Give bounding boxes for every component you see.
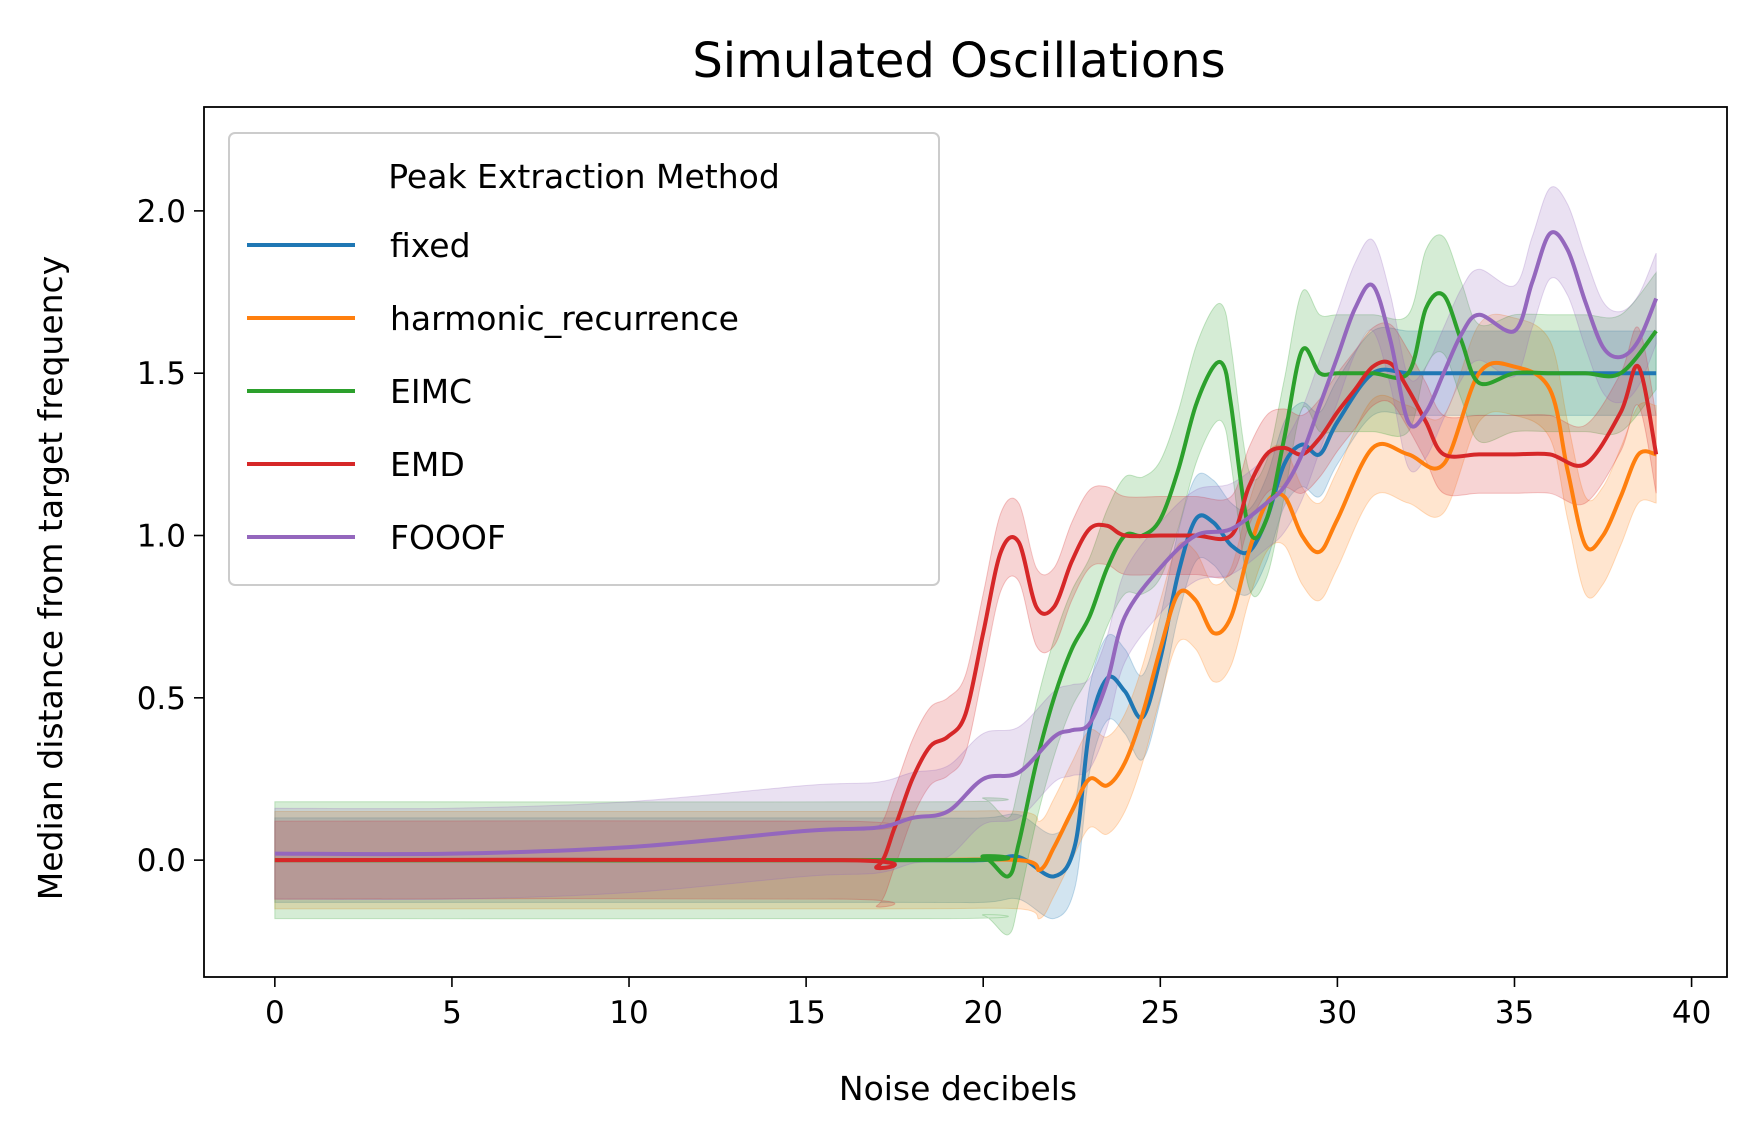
y-tick-label: 1.0 — [137, 519, 186, 555]
y-tick-label: 2.0 — [137, 194, 186, 230]
legend-title: Peak Extraction Method — [388, 157, 780, 196]
x-tick-label: 25 — [1141, 995, 1180, 1031]
series-lines — [274, 230, 1659, 879]
legend-label: EMD — [390, 445, 465, 484]
x-tick-label: 30 — [1318, 995, 1357, 1031]
legend-entry-fooof: FOOOF — [247, 518, 506, 557]
y-tick-label: 0.0 — [137, 843, 186, 879]
x-tick-label: 15 — [786, 995, 825, 1031]
band-emd — [274, 322, 1657, 908]
legend-label: EIMC — [390, 372, 472, 411]
legend-entry-emd: EMD — [247, 445, 465, 484]
plot-frame — [203, 106, 1728, 978]
chart-title: Simulated Oscillations — [692, 33, 1225, 89]
plot-area — [274, 186, 1659, 936]
x-tick-label: 5 — [442, 995, 462, 1031]
legend-box — [228, 132, 940, 586]
line-harmonic-recurrence — [274, 360, 1657, 873]
band-eimc — [274, 234, 1657, 936]
x-tick-label: 40 — [1672, 995, 1711, 1031]
line-eimc — [274, 291, 1658, 879]
legend-entries: fixed harmonic_recurrence EIMC EMD FOOOF — [247, 226, 739, 557]
band-fixed — [274, 326, 1657, 920]
y-tick-label: 0.5 — [137, 681, 186, 717]
legend-entry-harmonic-recurrence: harmonic_recurrence — [247, 299, 739, 338]
x-tick-label: 0 — [265, 995, 285, 1031]
x-axis-label: Noise decibels — [839, 1069, 1077, 1108]
y-tick-label: 1.5 — [137, 356, 186, 392]
x-tick-label: 10 — [609, 995, 648, 1031]
band-fooof — [274, 186, 1657, 901]
x-tick-label: 35 — [1495, 995, 1534, 1031]
y-axis-label: Median distance from target frequency — [31, 256, 70, 900]
x-axis-ticks: 0 5 10 15 20 25 30 35 40 — [265, 977, 1711, 1031]
legend-entry-fixed: fixed — [247, 226, 471, 265]
x-tick-label: 20 — [963, 995, 1002, 1031]
y-axis-ticks: 0.0 0.5 1.0 1.5 2.0 — [137, 194, 204, 879]
legend-label: harmonic_recurrence — [390, 299, 739, 338]
legend-label: fixed — [390, 226, 471, 265]
legend-label: FOOOF — [390, 518, 506, 557]
line-fooof — [274, 230, 1659, 857]
legend-entry-eimc: EIMC — [247, 372, 472, 411]
legend: Peak Extraction Method fixed harmonic_rec… — [228, 132, 940, 586]
